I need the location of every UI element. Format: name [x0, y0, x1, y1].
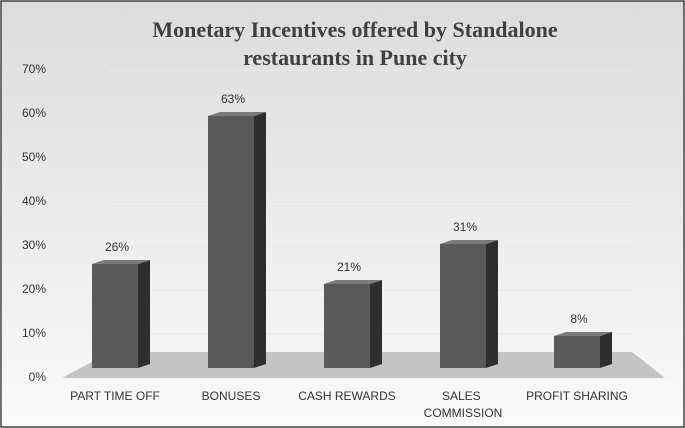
y-tick-label: 0%: [29, 370, 47, 384]
bar: [324, 280, 382, 368]
bar-side: [600, 332, 612, 368]
bar-side: [486, 240, 498, 368]
bar-front: [92, 264, 138, 368]
value-label: 8%: [570, 312, 588, 326]
chart-title: Monetary Incentives offered by Standalon…: [152, 17, 558, 70]
bar-top: [440, 240, 498, 244]
y-tick-label: 60%: [22, 106, 46, 120]
x-tick-label: SALES COMMISSION: [424, 389, 503, 420]
bar: [440, 240, 498, 368]
bar-top: [324, 280, 382, 284]
bar-top: [92, 260, 150, 264]
bar-front: [324, 284, 370, 368]
y-tick-label: 40%: [22, 194, 46, 208]
value-label: 21%: [337, 260, 361, 274]
bar-side: [138, 260, 150, 368]
bar-front: [440, 244, 486, 368]
bar-side: [254, 112, 266, 368]
bar-front: [554, 336, 600, 368]
bar-top: [554, 332, 612, 336]
y-tick-label: 10%: [22, 326, 46, 340]
x-tick-label: PART TIME OFF: [70, 389, 160, 403]
bar-top: [208, 112, 266, 116]
bar: [92, 260, 150, 368]
bar: [554, 332, 612, 368]
y-tick-label: 70%: [22, 62, 46, 76]
x-tick-label: BONUSES: [202, 389, 261, 403]
x-tick-label: PROFIT SHARING: [526, 389, 628, 403]
value-label: 31%: [453, 220, 477, 234]
y-tick-label: 50%: [22, 150, 46, 164]
bar-side: [370, 280, 382, 368]
bar-front: [208, 116, 254, 368]
y-tick-label: 20%: [22, 282, 46, 296]
value-label: 63%: [221, 92, 245, 106]
y-tick-label: 30%: [22, 238, 46, 252]
bar: [208, 112, 266, 368]
x-tick-label: CASH REWARDS: [298, 389, 396, 403]
value-label: 26%: [105, 240, 129, 254]
